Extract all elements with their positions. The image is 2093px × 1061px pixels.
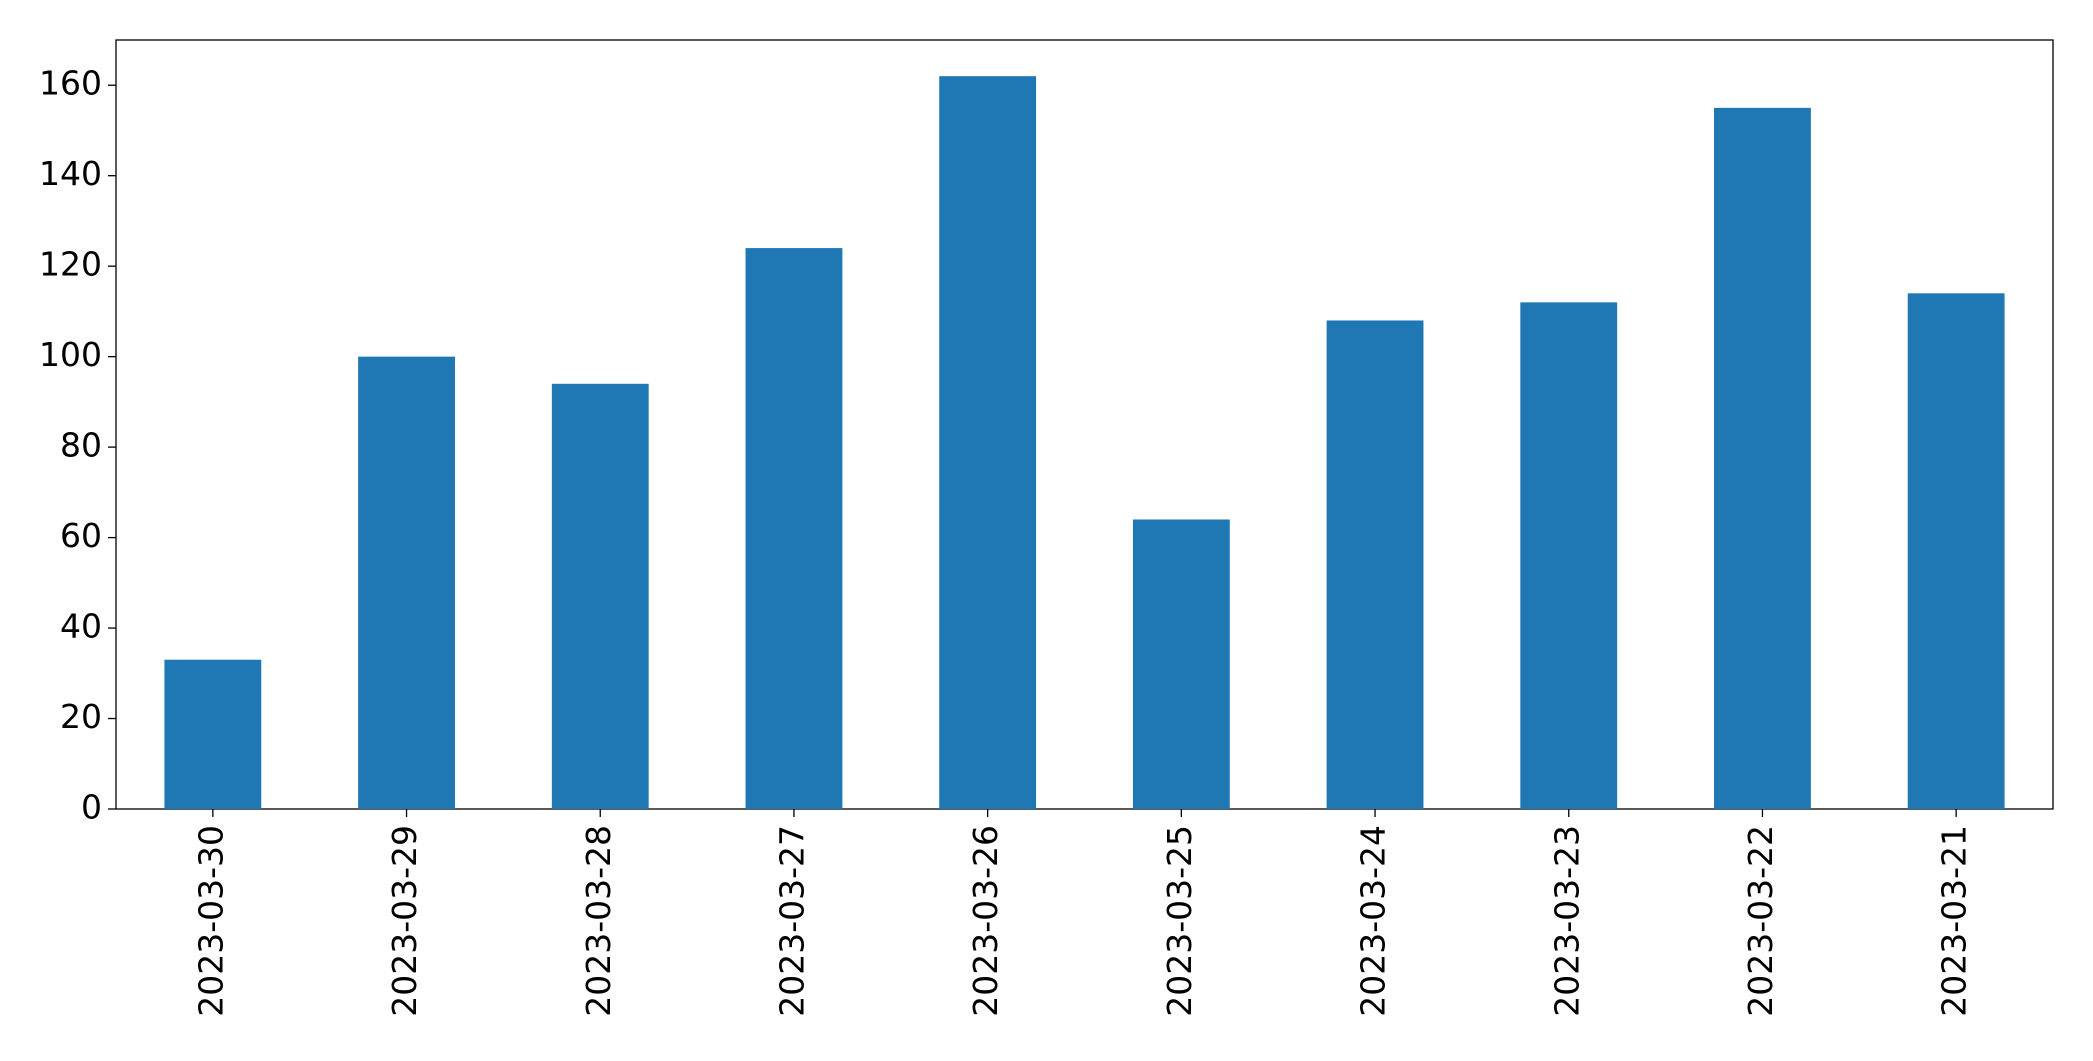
x-tick-label: 2023-03-23 bbox=[1547, 825, 1586, 1017]
x-tick-label: 2023-03-29 bbox=[385, 825, 424, 1017]
bar bbox=[551, 383, 649, 809]
x-tick-label: 2023-03-26 bbox=[966, 825, 1005, 1017]
y-tick-label: 0 bbox=[81, 788, 102, 827]
x-tick-label: 2023-03-28 bbox=[579, 825, 618, 1017]
bar bbox=[1520, 302, 1618, 809]
y-tick-label: 60 bbox=[60, 516, 102, 555]
bar bbox=[1326, 320, 1424, 809]
bar bbox=[1907, 293, 2005, 810]
bar bbox=[939, 76, 1037, 809]
y-tick-label: 40 bbox=[60, 607, 102, 646]
y-tick-label: 20 bbox=[60, 697, 102, 736]
y-tick-label: 120 bbox=[39, 245, 102, 284]
bar bbox=[745, 248, 843, 810]
y-tick-label: 160 bbox=[39, 64, 102, 103]
bar bbox=[358, 356, 455, 809]
plot-frame bbox=[115, 39, 2054, 810]
x-tick-label: 2023-03-24 bbox=[1354, 825, 1393, 1017]
x-tick-label: 2023-03-27 bbox=[772, 825, 811, 1017]
x-tick-label: 2023-03-25 bbox=[1160, 825, 1199, 1017]
x-tick-label: 2023-03-21 bbox=[1935, 825, 1974, 1017]
x-tick-label: 2023-03-30 bbox=[191, 825, 230, 1017]
y-tick-label: 100 bbox=[39, 335, 102, 374]
bar bbox=[1714, 107, 1811, 809]
y-tick-label: 80 bbox=[60, 426, 102, 465]
bar bbox=[164, 659, 262, 809]
x-tick-label: 2023-03-22 bbox=[1741, 825, 1780, 1017]
y-tick-label: 140 bbox=[39, 154, 102, 193]
bar bbox=[1132, 519, 1230, 809]
